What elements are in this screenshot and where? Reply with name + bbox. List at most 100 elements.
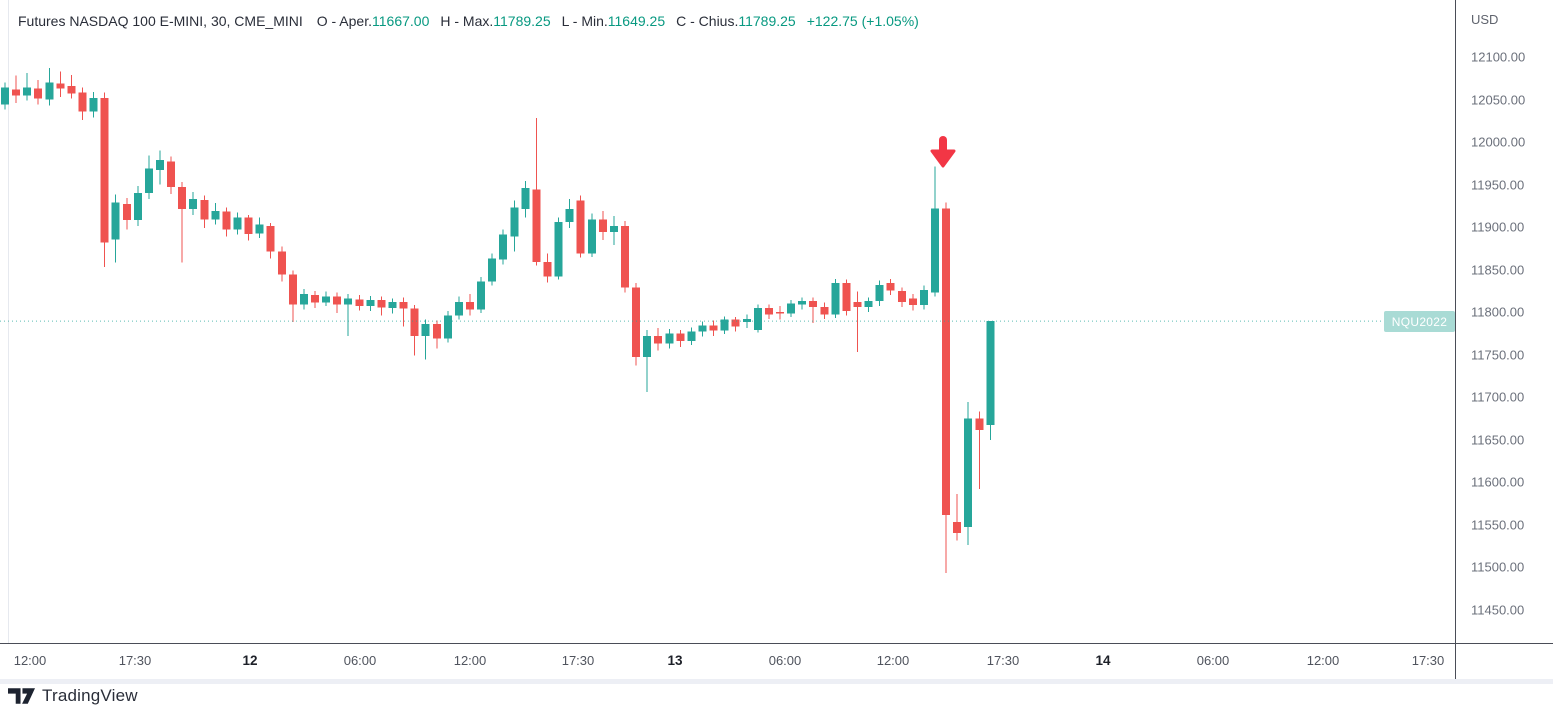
legend-high: H - Max.11789.25 (440, 13, 551, 29)
price-axis-border (1455, 0, 1456, 679)
candle-body (820, 306, 829, 315)
candle-body (975, 418, 984, 431)
symbol-legend[interactable]: Futures NASDAQ 100 E-MINI, 30, CME_MINI … (18, 13, 919, 29)
down-arrow-annotation-icon[interactable] (930, 136, 956, 168)
candle-body (609, 226, 618, 233)
time-tick-day-label: 14 (1095, 653, 1111, 668)
price-tick-label: 11600.00 (1471, 474, 1525, 490)
candle-body (986, 321, 995, 425)
price-tick-label: 11700.00 (1471, 389, 1525, 405)
candle-body (886, 283, 895, 291)
candle-body (632, 287, 641, 358)
tradingview-wordmark: TradingView (42, 686, 138, 705)
candle-body (366, 300, 375, 306)
candle-body (510, 207, 519, 237)
candle-body (776, 312, 784, 314)
candle-body (67, 85, 76, 94)
candle-body (787, 303, 796, 314)
candle-body (454, 301, 463, 316)
candle-body (565, 209, 574, 222)
candle-body (1, 87, 9, 105)
candle-body (111, 202, 120, 240)
candle-body (189, 198, 198, 210)
tradingview-logo-icon (8, 687, 35, 704)
time-tick-label: 12:00 (1306, 653, 1340, 668)
price-axis[interactable]: USD 12100.00 12050.00 12000.00 11950.00 1190… (1456, 0, 1553, 643)
time-tick-day-label: 12 (242, 653, 258, 668)
candle-body (809, 300, 818, 307)
candle-body (731, 319, 740, 327)
time-tick-label: 06:00 (768, 653, 802, 668)
price-tick-label: 12050.00 (1471, 92, 1526, 107)
candle-body (288, 274, 297, 305)
time-tick-label: 06:00 (343, 653, 377, 668)
time-tick-day-label: 13 (667, 653, 683, 668)
candle-body (598, 219, 607, 233)
candles-group (1, 68, 995, 573)
candle-body (12, 89, 21, 96)
candle-body (144, 168, 153, 193)
candle-body (875, 284, 884, 301)
candle-body (167, 161, 176, 188)
legend-low: L - Min.11649.25 (561, 13, 666, 29)
candle-body (399, 301, 408, 309)
candle-body (499, 234, 508, 260)
candle-body (244, 217, 253, 234)
candle-body (964, 418, 973, 528)
candle-body (311, 295, 319, 303)
chart-pane[interactable]: Futures NASDAQ 100 E-MINI, 30, CME_MINI … (0, 0, 1455, 643)
candle-body (908, 298, 917, 306)
candle-body (466, 301, 474, 310)
price-tick-label: 12000.00 (1471, 134, 1526, 150)
time-tick-label: 17:30 (1411, 653, 1445, 668)
candle-body (432, 323, 441, 339)
time-tick-label: 12:00 (453, 653, 487, 668)
candle-body (89, 97, 98, 112)
candle-body (78, 92, 87, 112)
candle-body (443, 315, 452, 339)
tradingview-logo[interactable]: TradingView (8, 686, 138, 706)
candle-body (753, 307, 762, 330)
candle-body (277, 251, 286, 275)
candle-body (266, 226, 275, 252)
candle-body (488, 258, 497, 282)
time-tick-label: 17:30 (118, 653, 152, 668)
candle-body (853, 301, 862, 307)
candlestick-canvas[interactable] (0, 0, 1455, 643)
candle-body (742, 318, 751, 323)
candle-body (421, 323, 430, 336)
time-axis[interactable]: 12:00 17:30 12 06:00 12:00 17:30 13 06:00 12:00 1… (0, 644, 1553, 679)
price-tick-label: 11800.00 (1471, 304, 1525, 320)
candle-body (178, 187, 187, 210)
candle-body (831, 283, 840, 315)
candle-body (676, 333, 685, 341)
price-tick-label: 11950.00 (1471, 177, 1525, 192)
candle-body (764, 307, 773, 315)
candle-body (34, 88, 43, 99)
candle-body (23, 87, 32, 96)
candle-body (222, 211, 231, 230)
candle-body (333, 296, 342, 305)
candle-body (377, 300, 386, 308)
candle-body (211, 210, 220, 220)
candle-body (410, 308, 419, 336)
candle-body (122, 204, 131, 221)
price-tick-label: 11450.00 (1471, 602, 1525, 617)
time-tick-label: 12:00 (13, 653, 47, 668)
time-tick-label: 06:00 (1196, 653, 1230, 668)
candle-body (156, 159, 164, 170)
candle-body (532, 189, 541, 262)
candle-body (388, 301, 397, 308)
down-arrow-head (930, 149, 956, 168)
candle-body (45, 82, 54, 100)
price-tick-label: 12100.00 (1471, 49, 1526, 65)
time-tick-label: 12:00 (876, 653, 910, 668)
candle-body (798, 300, 807, 305)
candle-body (355, 299, 364, 307)
time-axis-border (0, 643, 1553, 644)
candle-body (842, 283, 851, 312)
symbol-title: Futures NASDAQ 100 E-MINI, 30, CME_MINI (18, 13, 303, 29)
footer: TradingView (0, 684, 1553, 719)
legend-close: C - Chius.11789.25 (676, 13, 796, 29)
candle-body (919, 289, 928, 306)
